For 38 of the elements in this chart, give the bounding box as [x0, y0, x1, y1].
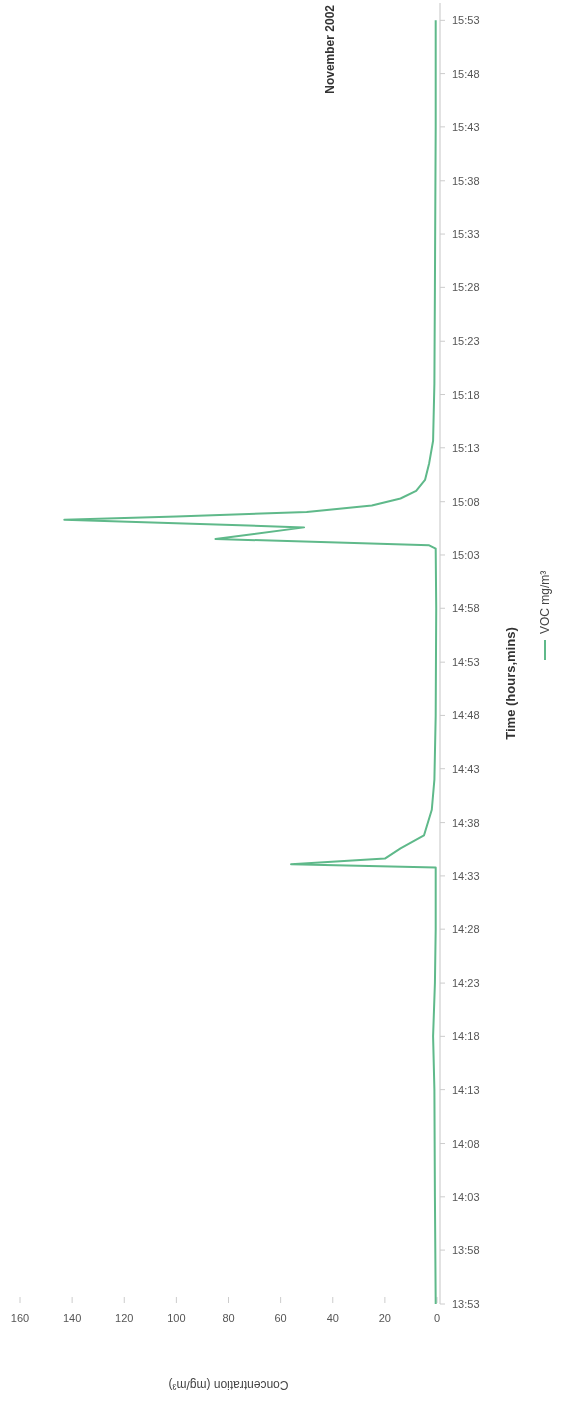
y-tick-label: 15:48	[452, 67, 480, 80]
x-tick-label: 140	[62, 1312, 82, 1324]
y-tick-label: 14:08	[452, 1137, 480, 1150]
x-tick-label: 160	[10, 1312, 30, 1324]
y-tick-label: 14:28	[452, 923, 480, 936]
y-axis-title: Time (hours,mins)	[502, 627, 518, 740]
y-tick-label: 15:28	[452, 281, 480, 294]
y-tick-label: 14:38	[452, 816, 480, 829]
y-tick-label: 14:03	[452, 1190, 480, 1203]
y-tick-label: 15:23	[452, 335, 480, 348]
y-tick-label: 15:38	[452, 174, 480, 187]
x-tick-label: 60	[274, 1312, 287, 1324]
x-tick-label: 20	[378, 1312, 391, 1324]
y-tick-label: 14:48	[452, 709, 480, 722]
y-tick-label: 15:43	[452, 120, 480, 133]
x-tick-label: 120	[115, 1312, 134, 1324]
y-tick-label: 14:13	[452, 1083, 480, 1096]
y-tick-label: 15:13	[452, 441, 480, 454]
y-tick-label: 15:18	[452, 388, 480, 401]
y-tick-label: 15:33	[452, 228, 480, 241]
y-tick-label: 14:33	[452, 869, 480, 882]
y-tick-label: 14:53	[452, 656, 480, 669]
x-tick-label: 100	[167, 1312, 186, 1324]
x-tick-label: 40	[326, 1312, 339, 1324]
x-axis-title: Concentration (mg/m³)	[168, 1378, 289, 1392]
y-tick-label: 15:08	[452, 495, 480, 508]
text: November 2002	[323, 4, 337, 94]
x-tick-label: 0	[433, 1312, 441, 1324]
y-tick-label: 15:03	[452, 548, 480, 561]
y-tick-label: 14:23	[452, 977, 480, 990]
y-tick-label: 14:58	[452, 602, 480, 615]
y-tick-label: 15:53	[452, 14, 480, 27]
y-tick-label: 13:58	[452, 1244, 480, 1257]
text: VOC mg/m³	[538, 570, 552, 634]
x-tick-label: 80	[222, 1312, 235, 1324]
y-tick-label: 14:18	[452, 1030, 480, 1043]
y-tick-label: 14:43	[452, 762, 480, 775]
y-tick-label: 13:53	[452, 1298, 480, 1310]
